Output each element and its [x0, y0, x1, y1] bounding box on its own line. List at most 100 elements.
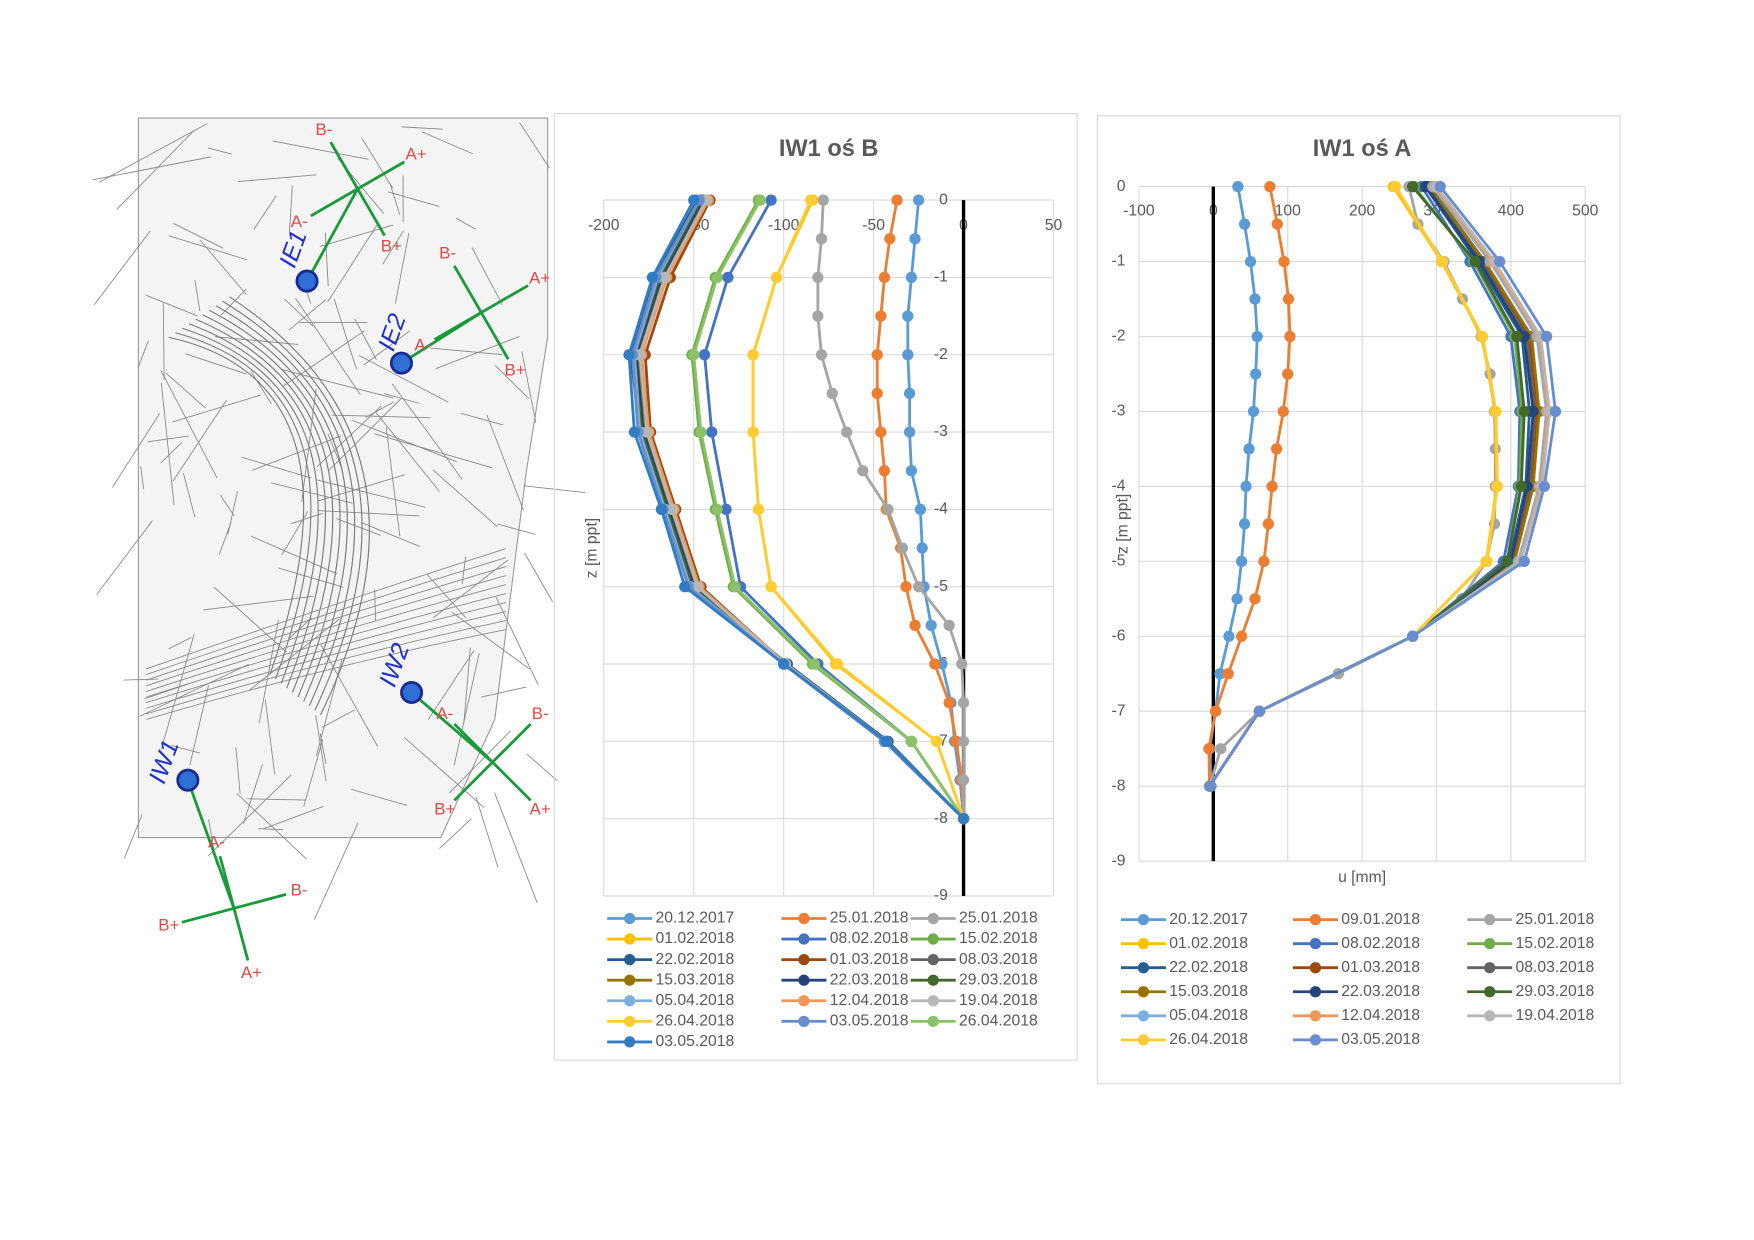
- data-point: [706, 426, 718, 438]
- map-contour: [229, 296, 370, 716]
- y-tick-label: -8: [1111, 777, 1125, 794]
- data-point: [896, 542, 909, 554]
- map-line: [351, 788, 408, 806]
- map-line: [220, 288, 247, 316]
- data-point: [841, 426, 853, 438]
- map-line: [116, 130, 195, 210]
- map-line: [235, 747, 241, 794]
- data-point: [666, 503, 678, 516]
- map-line: [494, 792, 538, 904]
- map-line: [92, 156, 212, 181]
- map-line: [387, 191, 440, 207]
- legend-marker: [624, 933, 636, 945]
- map-line: [321, 709, 356, 728]
- data-point: [765, 194, 777, 206]
- map-line: [331, 414, 431, 419]
- map-contour: [182, 327, 319, 684]
- station-point: [400, 680, 424, 705]
- legend-marker: [1309, 938, 1322, 950]
- map-line: [401, 126, 443, 130]
- y-tick-label: -1: [934, 269, 948, 286]
- data-point: [1250, 368, 1262, 380]
- map-line: [214, 336, 298, 345]
- map-line: [336, 518, 381, 536]
- data-point: [770, 271, 783, 284]
- legend-marker: [1309, 986, 1322, 998]
- map-contour: [146, 593, 507, 698]
- legend-marker: [624, 1036, 636, 1048]
- map-line: [185, 353, 247, 375]
- station-axis-label: A+: [530, 799, 551, 818]
- map-contour: [146, 566, 507, 681]
- data-point: [720, 503, 732, 516]
- data-point: [957, 735, 970, 747]
- data-point: [905, 271, 918, 284]
- data-point: [871, 349, 883, 361]
- map-line: [524, 552, 553, 603]
- data-point: [747, 426, 759, 438]
- map-line: [288, 299, 327, 331]
- data-point: [812, 271, 824, 284]
- data-point: [875, 426, 887, 438]
- map-contour: [146, 629, 507, 720]
- map-line: [453, 653, 480, 766]
- station-link: [305, 188, 359, 282]
- y-tick-label: -7: [1111, 702, 1125, 719]
- legend-label: 08.03.2018: [1516, 959, 1595, 976]
- y-tick-label: -9: [934, 887, 948, 904]
- map-line: [432, 469, 498, 528]
- data-point: [1282, 293, 1295, 305]
- map-line: [160, 634, 195, 750]
- data-point: [1222, 668, 1234, 680]
- map-line: [236, 793, 307, 860]
- map-line: [303, 739, 324, 807]
- map-line: [435, 336, 520, 370]
- legend-marker: [1309, 913, 1322, 926]
- station-axis-label: B-: [439, 244, 456, 263]
- legend-label: 05.04.2018: [1169, 1007, 1248, 1024]
- data-point: [1203, 743, 1215, 755]
- legend-marker: [1484, 913, 1496, 926]
- legend-label: 12.04.2018: [1341, 1007, 1420, 1024]
- data-point: [808, 658, 820, 670]
- map-line: [147, 435, 189, 443]
- map-line: [497, 523, 536, 535]
- map-line: [519, 122, 550, 169]
- map-line: [247, 798, 306, 801]
- data-point: [1494, 255, 1506, 268]
- data-point: [628, 426, 641, 438]
- y-tick-label: -4: [934, 501, 948, 518]
- data-point: [1271, 218, 1283, 230]
- station-axis-label: A+: [529, 268, 550, 287]
- data-point: [1231, 593, 1243, 605]
- legend-marker: [1309, 1034, 1322, 1046]
- legend-label: 20.12.2017: [1169, 911, 1248, 928]
- map-line: [284, 298, 314, 327]
- data-point: [925, 619, 937, 631]
- data-point: [912, 581, 925, 593]
- map-line: [182, 472, 196, 517]
- data-point: [832, 658, 844, 670]
- data-point: [902, 310, 914, 322]
- data-point: [1235, 555, 1248, 567]
- map-line: [160, 382, 175, 505]
- data-point: [1209, 705, 1222, 717]
- x-tick-label: 50: [1045, 217, 1063, 234]
- data-point: [1538, 480, 1550, 493]
- data-point: [875, 310, 887, 322]
- map-line: [471, 247, 503, 306]
- data-point: [1515, 480, 1527, 493]
- map-line: [429, 347, 503, 356]
- legend-label: 15.02.2018: [959, 930, 1038, 947]
- map-line: [123, 678, 158, 681]
- data-point: [914, 503, 927, 516]
- map-line: [526, 753, 558, 782]
- map-line: [361, 138, 394, 189]
- y-axis-label: z [m ppt]: [584, 518, 601, 578]
- legend-marker: [798, 933, 810, 945]
- legend-marker: [624, 954, 636, 966]
- x-axis-label: u [mm]: [1338, 869, 1386, 886]
- data-point: [1247, 405, 1260, 418]
- data-point: [1549, 405, 1562, 418]
